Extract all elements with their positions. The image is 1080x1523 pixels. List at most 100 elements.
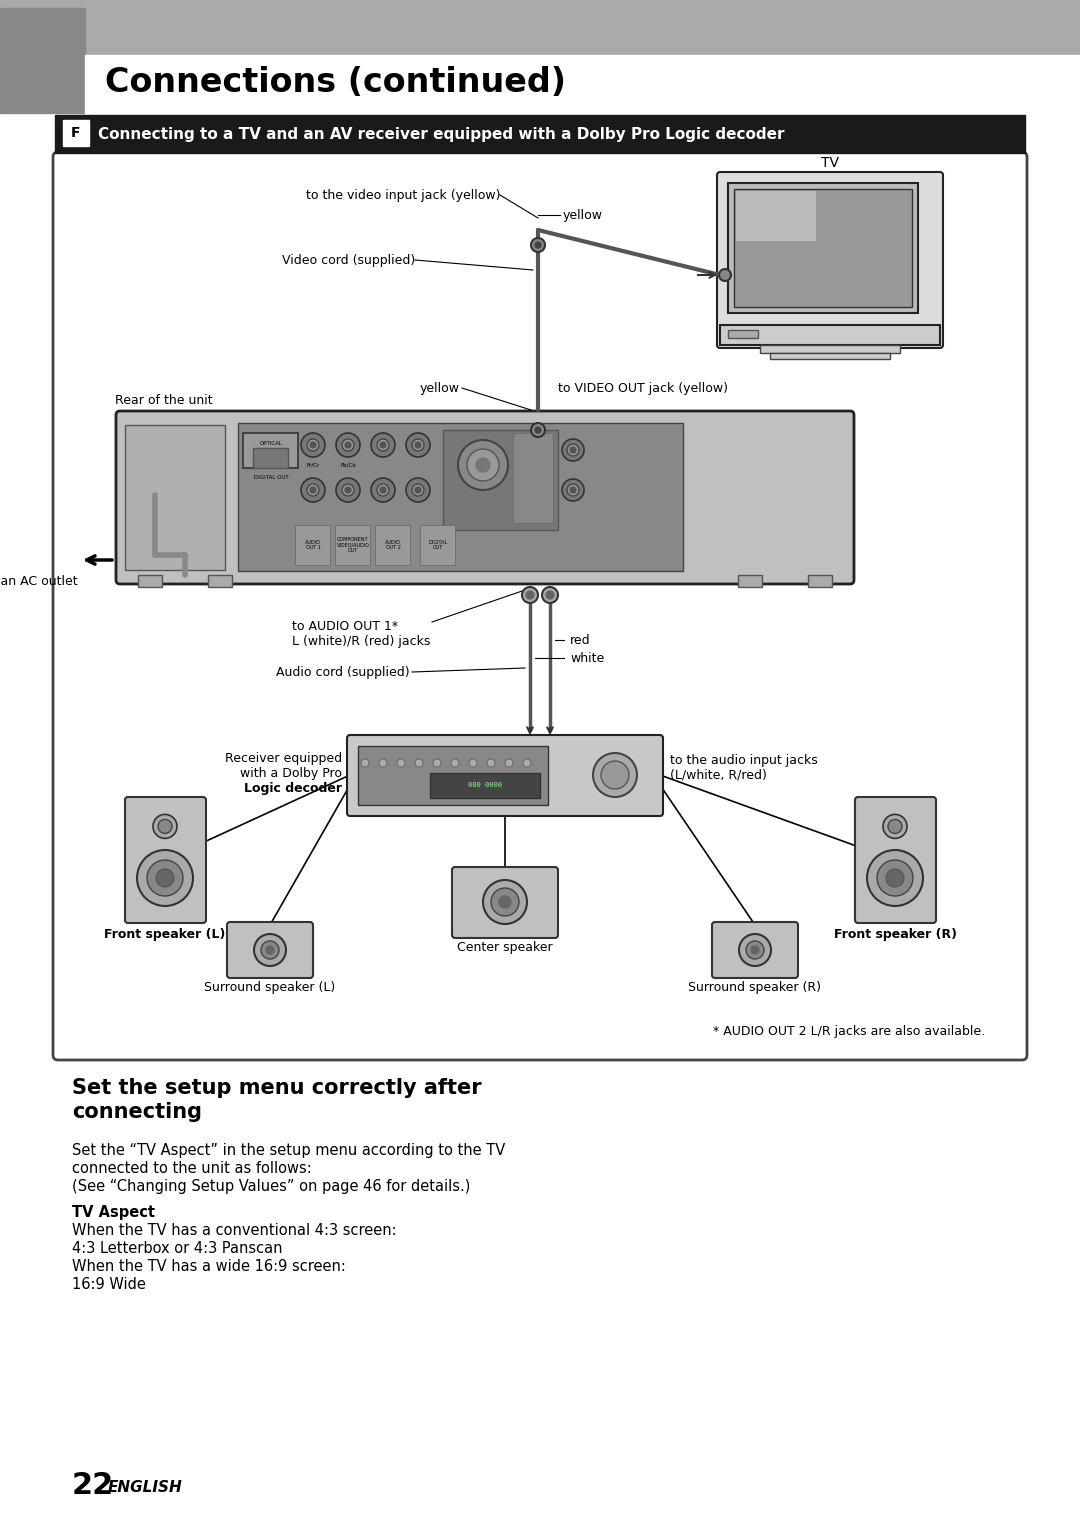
Circle shape	[372, 433, 395, 457]
Text: to an AC outlet: to an AC outlet	[0, 576, 78, 588]
Circle shape	[451, 758, 459, 768]
Text: * AUDIO OUT 2 L/R jacks are also available.: * AUDIO OUT 2 L/R jacks are also availab…	[713, 1025, 985, 1039]
Circle shape	[570, 487, 576, 493]
Text: COMPONENT
VIDEO/AUDIO
OUT: COMPONENT VIDEO/AUDIO OUT	[337, 536, 369, 553]
Circle shape	[458, 440, 508, 490]
Circle shape	[531, 238, 545, 251]
Text: red: red	[570, 634, 591, 646]
Bar	[63, 120, 89, 146]
Circle shape	[546, 591, 554, 599]
FancyBboxPatch shape	[855, 797, 936, 923]
Circle shape	[522, 586, 538, 603]
Bar	[430, 774, 540, 798]
Circle shape	[499, 896, 511, 908]
Circle shape	[342, 439, 354, 451]
Circle shape	[562, 439, 584, 461]
Circle shape	[310, 487, 316, 493]
Circle shape	[301, 478, 325, 503]
Circle shape	[433, 758, 441, 768]
Text: Front speaker (L): Front speaker (L)	[105, 928, 226, 941]
Bar	[734, 189, 912, 308]
Text: to the audio input jacks: to the audio input jacks	[670, 754, 818, 766]
Circle shape	[535, 242, 541, 248]
Circle shape	[345, 487, 351, 493]
Bar	[808, 576, 832, 586]
Circle shape	[751, 946, 759, 953]
Text: connected to the unit as follows:: connected to the unit as follows:	[72, 1161, 312, 1176]
Circle shape	[345, 442, 351, 448]
FancyBboxPatch shape	[227, 921, 313, 978]
Bar	[208, 576, 232, 586]
FancyBboxPatch shape	[347, 736, 663, 816]
Bar	[55, 116, 1025, 152]
Text: white: white	[570, 652, 604, 664]
Circle shape	[542, 586, 558, 603]
Bar	[335, 525, 370, 565]
Circle shape	[147, 860, 183, 896]
Bar	[138, 576, 162, 586]
Circle shape	[266, 946, 274, 953]
Circle shape	[254, 934, 286, 966]
FancyBboxPatch shape	[717, 172, 943, 347]
Bar	[295, 525, 330, 565]
Text: yellow: yellow	[420, 381, 460, 394]
Text: Pb/Cb: Pb/Cb	[340, 463, 356, 468]
Text: DIGITAL
OUT: DIGITAL OUT	[429, 539, 447, 550]
Circle shape	[372, 478, 395, 503]
Circle shape	[523, 758, 531, 768]
Text: AUDIO
OUT 2: AUDIO OUT 2	[386, 539, 401, 550]
Text: 4:3 Letterbox or 4:3 Panscan: 4:3 Letterbox or 4:3 Panscan	[72, 1241, 283, 1256]
Text: When the TV has a conventional 4:3 screen:: When the TV has a conventional 4:3 scree…	[72, 1223, 396, 1238]
Text: Surround speaker (L): Surround speaker (L)	[204, 981, 336, 995]
Text: Logic decoder: Logic decoder	[244, 781, 342, 795]
Text: Receiver equipped: Receiver equipped	[225, 751, 342, 765]
Text: with a Dolby Pro: with a Dolby Pro	[240, 766, 342, 780]
Circle shape	[505, 758, 513, 768]
Circle shape	[531, 423, 545, 437]
Circle shape	[307, 439, 319, 451]
FancyBboxPatch shape	[53, 152, 1027, 1060]
Text: Center speaker: Center speaker	[457, 941, 553, 953]
Circle shape	[483, 880, 527, 924]
Text: 16:9 Wide: 16:9 Wide	[72, 1276, 146, 1292]
Text: Video cord (supplied): Video cord (supplied)	[282, 253, 415, 267]
Bar	[728, 330, 758, 338]
Text: Audio cord (supplied): Audio cord (supplied)	[276, 666, 410, 679]
Circle shape	[867, 850, 923, 906]
Text: yellow: yellow	[563, 209, 603, 221]
Circle shape	[336, 478, 360, 503]
Circle shape	[153, 815, 177, 838]
Circle shape	[261, 941, 279, 959]
Text: Connecting to a TV and an AV receiver equipped with a Dolby Pro Logic decoder: Connecting to a TV and an AV receiver eq…	[98, 126, 784, 142]
Circle shape	[476, 458, 490, 472]
Bar	[243, 433, 298, 468]
Bar	[760, 346, 900, 353]
Circle shape	[336, 433, 360, 457]
Bar	[513, 433, 553, 522]
Circle shape	[411, 484, 424, 496]
Text: Rear of the unit: Rear of the unit	[114, 394, 213, 407]
Bar	[420, 525, 455, 565]
FancyBboxPatch shape	[453, 867, 558, 938]
Text: to VIDEO OUT jack (yellow): to VIDEO OUT jack (yellow)	[558, 381, 728, 394]
Bar	[375, 525, 410, 565]
Circle shape	[746, 941, 764, 959]
Circle shape	[491, 888, 519, 915]
Bar	[357, 746, 548, 806]
Text: F: F	[71, 126, 81, 140]
Text: TV: TV	[821, 155, 839, 171]
Text: to AUDIO OUT 1*
L (white)/R (red) jacks: to AUDIO OUT 1* L (white)/R (red) jacks	[292, 620, 430, 647]
Bar	[738, 576, 762, 586]
Circle shape	[415, 487, 421, 493]
Circle shape	[379, 758, 387, 768]
Bar	[720, 324, 940, 346]
Circle shape	[487, 758, 495, 768]
Circle shape	[562, 480, 584, 501]
Circle shape	[883, 815, 907, 838]
Circle shape	[467, 449, 499, 481]
Circle shape	[567, 484, 579, 496]
Bar	[0, 8, 85, 113]
Circle shape	[406, 433, 430, 457]
Bar	[0, 0, 1080, 8]
Circle shape	[877, 860, 913, 896]
